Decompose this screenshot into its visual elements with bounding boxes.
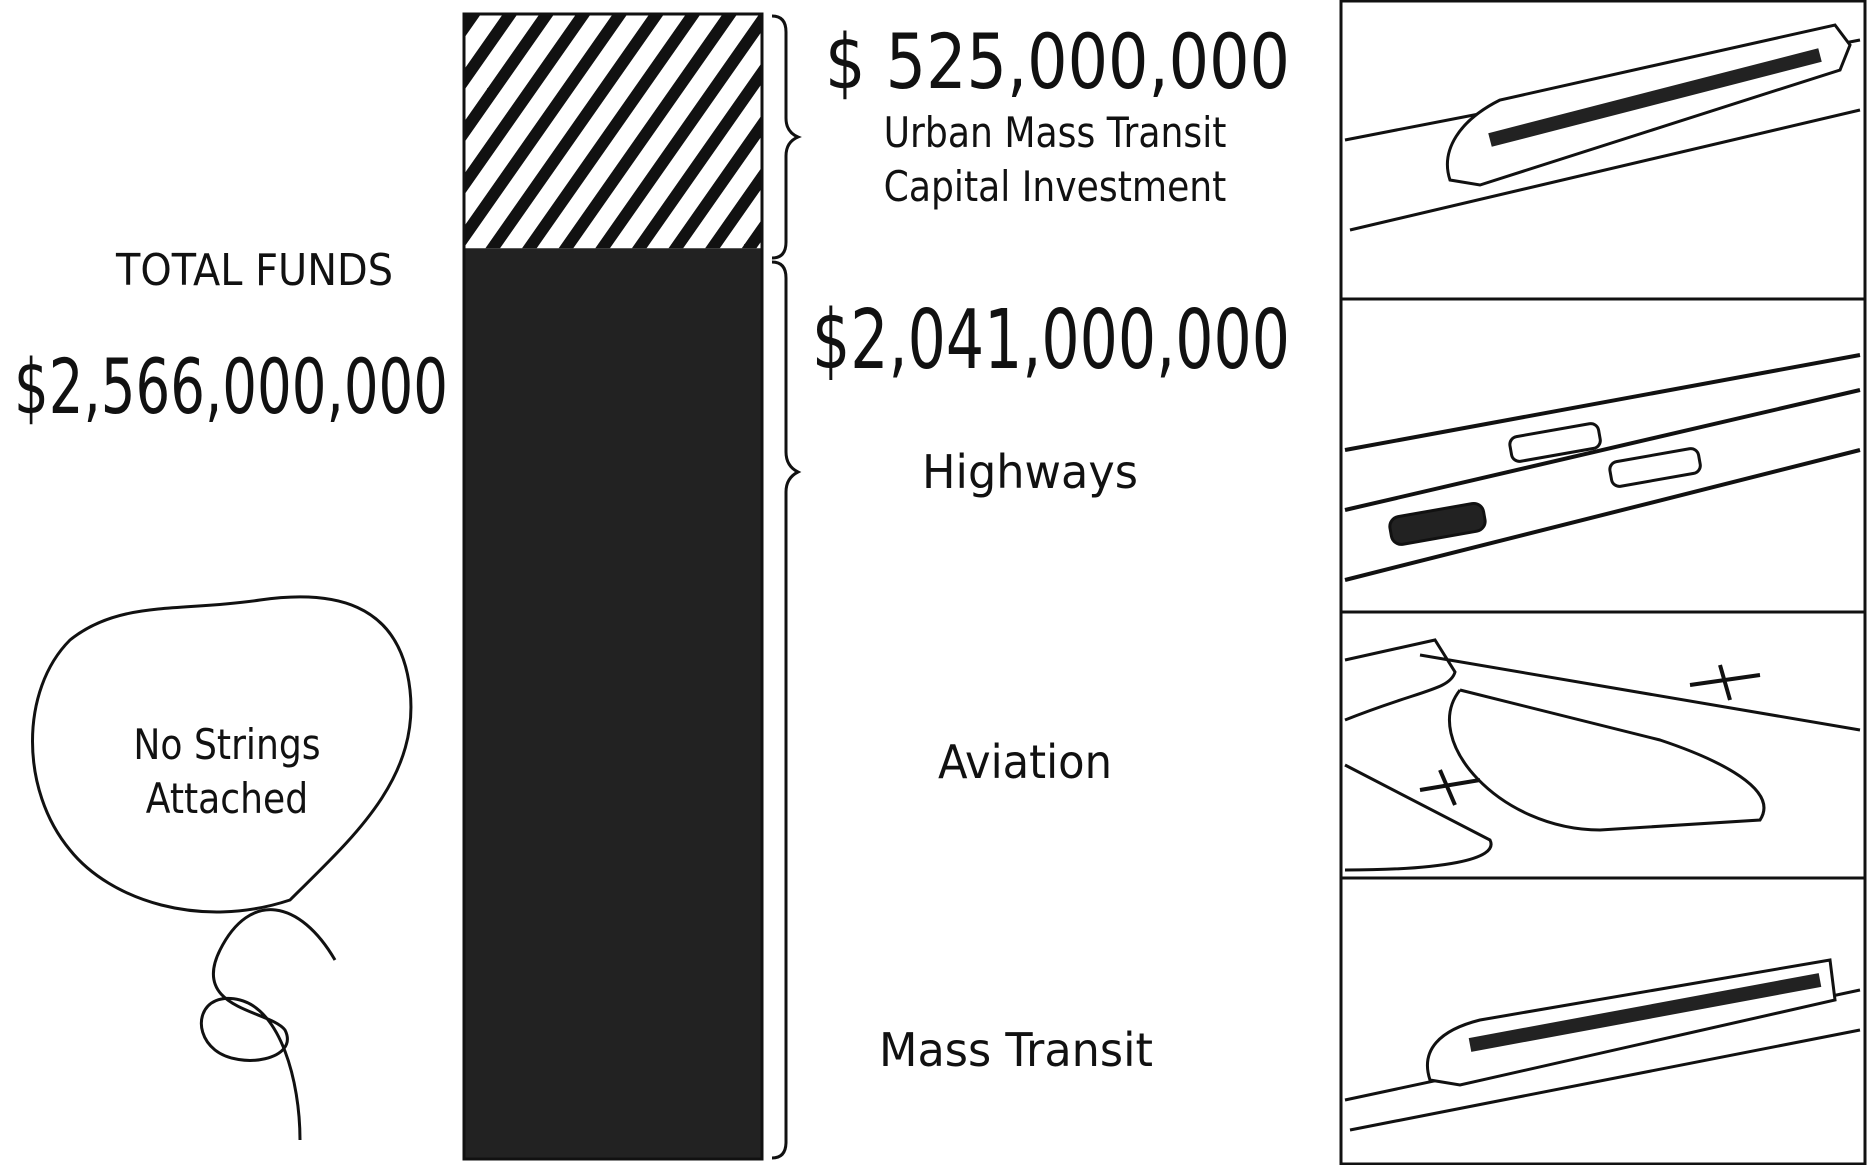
total-value-label: $2,566,000,000 — [14, 342, 448, 431]
bar-outline — [462, 12, 764, 1161]
bar-segment — [464, 14, 762, 249]
illustrations — [1339, 0, 1867, 1165]
use-label: Highways — [922, 445, 1138, 499]
value-label: $2,041,000,000 — [812, 293, 1290, 388]
bar-segment — [464, 248, 762, 1160]
total-label: TOTAL FUNDS — [115, 245, 393, 296]
brace — [771, 260, 802, 1160]
series-name: Urban Mass Transit Capital Investment — [883, 108, 1227, 211]
annotation: No Strings Attached — [133, 720, 321, 823]
use-label: Mass Transit — [879, 1023, 1153, 1077]
speech-bubble — [31, 595, 413, 914]
value-label: $ 525,000,000 — [825, 17, 1290, 106]
use-label: Aviation — [938, 735, 1112, 789]
brace — [771, 14, 802, 260]
string — [199, 908, 337, 1141]
